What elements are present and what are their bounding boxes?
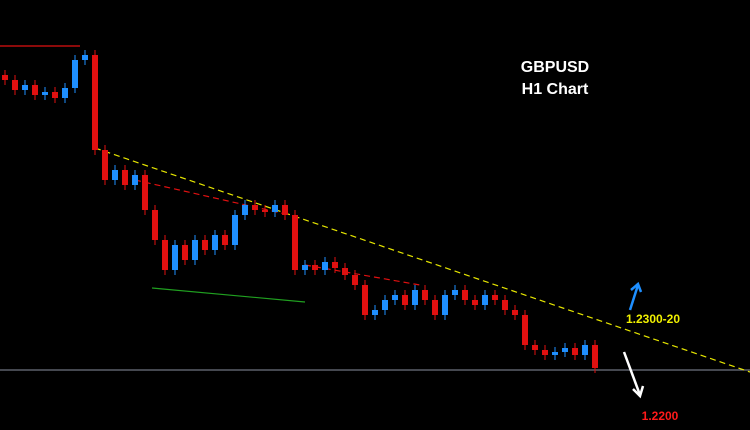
candle-body xyxy=(52,92,58,98)
candle-body xyxy=(542,350,548,355)
candle-body xyxy=(332,262,338,268)
candle-body xyxy=(12,80,18,90)
trend-line xyxy=(94,147,750,373)
candle-body xyxy=(152,210,158,240)
candle-body xyxy=(142,175,148,210)
candle-body xyxy=(102,150,108,180)
candle-body xyxy=(392,295,398,300)
candle-body xyxy=(382,300,388,310)
candle-body xyxy=(432,300,438,315)
candle-body xyxy=(162,240,168,270)
candle-body xyxy=(322,262,328,270)
arrow-up xyxy=(628,281,643,311)
trend-line xyxy=(134,179,291,216)
candle-body xyxy=(32,85,38,95)
candle-body xyxy=(122,170,128,185)
candle-body xyxy=(592,345,598,368)
candle-body xyxy=(292,215,298,270)
candle-body xyxy=(402,295,408,305)
candle-body xyxy=(62,88,68,98)
candle-body xyxy=(352,275,358,285)
candle-body xyxy=(282,205,288,215)
candle-body xyxy=(462,290,468,300)
candle-body xyxy=(362,285,368,315)
candle-body xyxy=(442,295,448,315)
candle-body xyxy=(492,295,498,300)
candle-body xyxy=(412,290,418,305)
candle-body xyxy=(372,310,378,315)
candle-body xyxy=(242,205,248,215)
candle-body xyxy=(312,265,318,270)
chart-title: GBPUSD xyxy=(521,59,589,76)
chart-subtitle: H1 Chart xyxy=(522,81,589,98)
candle-body xyxy=(572,348,578,355)
candle-body xyxy=(2,75,8,80)
candle-body xyxy=(212,235,218,250)
candle-body xyxy=(582,345,588,355)
candle-body xyxy=(262,210,268,212)
trend-line xyxy=(151,287,306,303)
candle-body xyxy=(302,265,308,270)
candle-body xyxy=(192,240,198,260)
candle-body xyxy=(452,290,458,295)
candle-body xyxy=(342,268,348,275)
annotation: 1.2200 xyxy=(642,409,679,423)
candle-body xyxy=(112,170,118,180)
candle-body xyxy=(22,85,28,90)
candle-body xyxy=(272,205,278,212)
candle-body xyxy=(512,310,518,315)
candle-body xyxy=(232,215,238,245)
candle-body xyxy=(502,300,508,310)
annotation: 1.2300-20 xyxy=(626,312,680,326)
candle-body xyxy=(92,55,98,150)
candle-body xyxy=(202,240,208,250)
arrow-down xyxy=(622,351,645,399)
candle-body xyxy=(82,55,88,60)
candle-body xyxy=(72,60,78,88)
candle-body xyxy=(222,235,228,245)
candle-body xyxy=(562,348,568,352)
candle-body xyxy=(42,92,48,95)
candle-body xyxy=(482,295,488,305)
candle-body xyxy=(422,290,428,300)
candle-body xyxy=(252,205,258,210)
candle-body xyxy=(552,352,558,355)
candle-body xyxy=(182,245,188,260)
candle-body xyxy=(532,345,538,350)
candle-body xyxy=(132,175,138,185)
candle-body xyxy=(172,245,178,270)
candle-body xyxy=(522,315,528,345)
candle-body xyxy=(472,300,478,305)
